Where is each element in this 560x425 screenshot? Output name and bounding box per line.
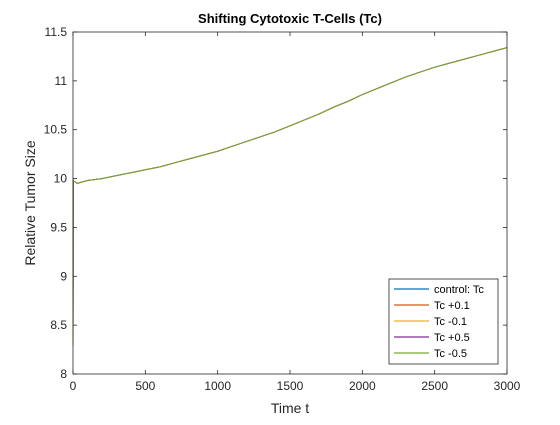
x-tick-label: 2000 [349, 379, 376, 393]
y-tick-label: 11.5 [45, 25, 68, 39]
y-tick-label: 9.5 [50, 220, 67, 234]
x-axis-label: Time t [271, 400, 309, 416]
y-tick-label: 9 [60, 269, 67, 283]
x-tick-label: 1500 [277, 379, 304, 393]
legend: control: Tc Tc +0.1 Tc -0.1 Tc +0.5 Tc -0.5 [388, 278, 499, 365]
legend-label-4: Tc +0.5 [434, 332, 470, 344]
y-axis-label: Relative Tumor Size [22, 140, 38, 265]
legend-label-5: Tc -0.5 [434, 348, 467, 360]
x-tick-label: 500 [135, 379, 155, 393]
y-tick-label: 10 [54, 172, 68, 186]
x-tick-label: 3000 [494, 379, 521, 393]
series-layer [72, 47, 508, 345]
series-line-5 [72, 47, 508, 345]
ticks-layer: 0 500 1000 1500 2000 2500 3000 8 8.5 9 9.5 10 10.5 11… [44, 25, 521, 393]
legend-label-2: Tc +0.1 [434, 300, 470, 312]
x-tick-label: 0 [70, 379, 77, 393]
y-tick-label: 8 [60, 367, 67, 381]
x-tick-label: 2500 [421, 379, 448, 393]
y-tick-label: 11 [55, 74, 68, 88]
chart-title: Shifting Cytotoxic T-Cells (Tc) [198, 11, 382, 26]
y-tick-label: 10.5 [44, 123, 68, 137]
y-tick-label: 8.5 [50, 318, 67, 332]
legend-label-3: Tc -0.1 [434, 316, 467, 328]
legend-label-1: control: Tc [434, 284, 484, 296]
x-tick-label: 1000 [204, 379, 231, 393]
